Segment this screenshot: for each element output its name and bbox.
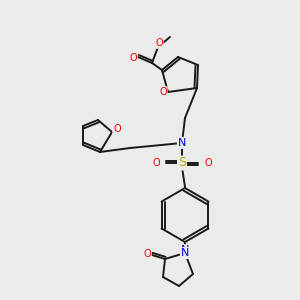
Text: S: S — [178, 157, 186, 169]
Text: O: O — [204, 158, 212, 168]
Text: N: N — [181, 245, 189, 255]
Text: N: N — [181, 248, 189, 258]
Text: O: O — [155, 38, 163, 48]
Text: O: O — [129, 53, 137, 63]
Text: O: O — [113, 124, 121, 134]
Text: O: O — [159, 87, 167, 97]
Text: O: O — [152, 158, 160, 168]
Text: O: O — [143, 249, 151, 259]
Text: N: N — [178, 138, 186, 148]
